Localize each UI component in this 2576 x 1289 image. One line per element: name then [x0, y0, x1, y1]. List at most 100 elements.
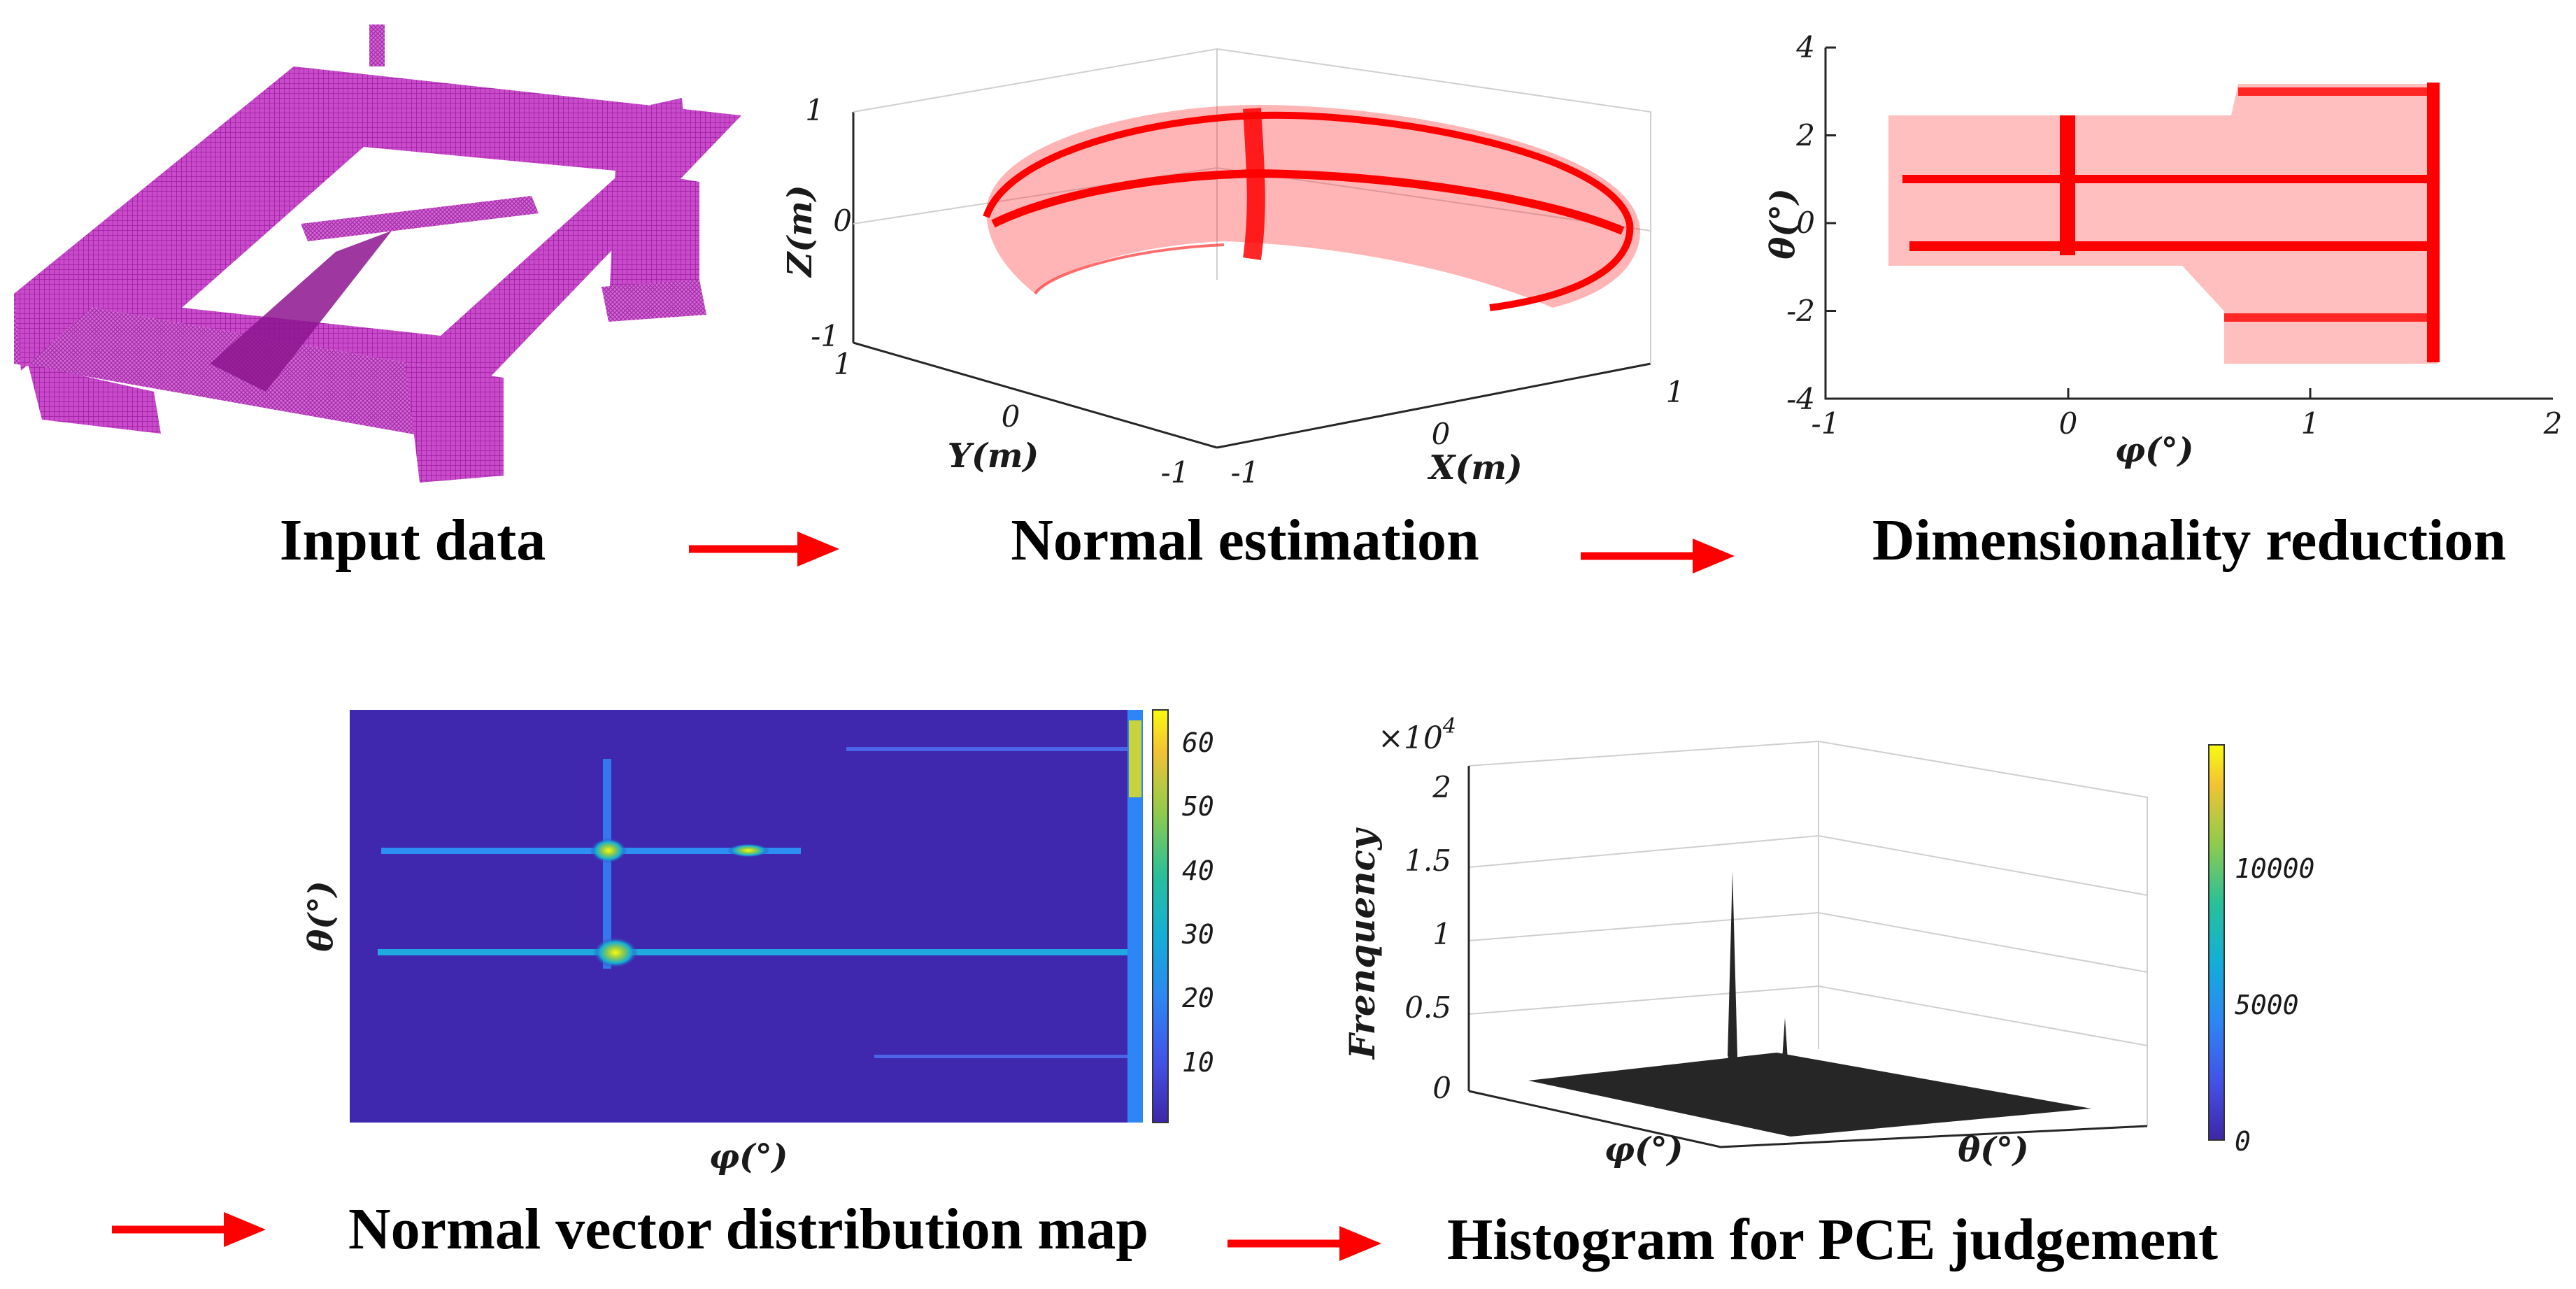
scatter-band-phi-edge	[2427, 83, 2440, 362]
scatter-y-tickmarks	[1826, 46, 1836, 312]
sphere-hemisphere-points	[986, 105, 1640, 308]
scatter-y-tick-2: 2	[1795, 118, 1815, 152]
arrow-1-to-2	[689, 532, 839, 567]
scatter-x-tick-0: 0	[2059, 406, 2078, 441]
model-leg-back-right-foot	[602, 280, 706, 322]
sphere-x-label: X(m)	[1427, 448, 1522, 487]
heatmap-streak-bottom	[874, 1055, 1140, 1058]
caption-histogram: Histogram for PCE judgement	[1447, 1207, 2218, 1272]
hist-floor-axes	[1468, 1090, 2148, 1148]
heatmap-hotspot-mid	[727, 843, 769, 857]
scatter-band-theta-top	[2238, 87, 2438, 96]
hist-scale-factor: ×104	[1378, 714, 1456, 756]
hist-peak-4	[1728, 1014, 1735, 1063]
heatmap-colorbar	[1152, 709, 1169, 1123]
sphere-mid-grid	[853, 166, 1651, 232]
caption-dimensionality-reduction: Dimensionality reduction	[1872, 508, 2506, 573]
distribution-heatmap: 60 50 40 30 20 10 θ(°) φ(°)	[301, 709, 1214, 1176]
arrow-3-to-4	[112, 1212, 266, 1247]
hist-z-tick-2: 2	[1432, 770, 1451, 804]
model-tower-right	[650, 98, 685, 140]
model-crossbar	[301, 196, 539, 241]
scatter-point-cloud	[1888, 84, 2438, 364]
sphere-x-tick-neg1: -1	[1231, 455, 1260, 490]
heatmap-x-label: φ(°)	[709, 1137, 788, 1176]
heatmap-streak-vertical	[603, 759, 611, 969]
caption-normal-estimation: Normal estimation	[1011, 508, 1479, 573]
hist-peak-3	[1782, 1018, 1788, 1060]
scatter-band-theta-bottom	[2224, 313, 2438, 322]
heatmap-cb-tick-20: 20	[1182, 983, 1214, 1013]
hist-x-label: φ(°)	[1604, 1130, 1684, 1169]
model-ramp	[210, 231, 392, 392]
heatmap-cb-tick-10: 10	[1182, 1047, 1214, 1078]
normal-estimation-plot: 1 0 -1 Z(m) 1 0 -1 Y(m) -1 0 1 X(m)	[781, 48, 1684, 490]
scatter-band-phi-zero	[2060, 115, 2075, 255]
scatter-y-tick-neg2: -2	[1786, 294, 1815, 328]
model-tower-left	[369, 24, 385, 66]
sphere-z-label: Z(m)	[781, 185, 820, 278]
hist-grid-0.5	[1468, 985, 2148, 1046]
caption-input-data: Input data	[280, 508, 546, 573]
scatter-x-tick-1: 1	[2301, 406, 2320, 441]
input-point-cloud-model	[14, 24, 741, 483]
heatmap-cb-tick-30: 30	[1181, 919, 1214, 950]
pce-histogram: ×104 2 1.5 1 0.5 0 Frenquency φ(°) θ(°) …	[1342, 714, 2314, 1169]
sphere-lower-edge	[1034, 243, 1225, 295]
sphere-rim-arc	[983, 111, 1634, 311]
arrow-2-to-3	[1581, 539, 1735, 574]
sphere-z-tick-1: 1	[805, 93, 824, 127]
sphere-y-tick-0: 0	[1002, 399, 1020, 434]
model-leg-back-right	[609, 168, 699, 315]
model-leg-front-left	[28, 364, 161, 434]
hist-z-tick-1: 1	[1432, 917, 1451, 951]
hist-grid-1.5	[1468, 834, 2148, 896]
scatter-x-label: φ(°)	[2115, 431, 2194, 470]
scatter-band-theta-low	[1909, 241, 2438, 251]
sphere-y-label: Y(m)	[948, 436, 1039, 476]
scatter-x-tickmarks	[2067, 388, 2312, 399]
scatter-x-tick-neg1: -1	[1812, 406, 1840, 441]
hist-scale-exp: 4	[1442, 714, 1456, 739]
heatmap-y-label: θ(°)	[301, 881, 341, 951]
hist-colorbar	[2208, 744, 2225, 1141]
heatmap-streak-lower	[378, 949, 1140, 955]
hist-z-label: Frenquency	[1342, 827, 1383, 1060]
model-frame-hole	[182, 147, 622, 336]
heatmap-cb-tick-40: 40	[1182, 855, 1214, 886]
model-leg-front-right	[406, 364, 504, 483]
sphere-x-tick-0: 0	[1432, 417, 1451, 451]
sphere-floor-edges	[853, 342, 1651, 449]
scatter-y-tick-4: 4	[1795, 30, 1815, 64]
sphere-meridian-band	[1243, 108, 1265, 260]
dimensionality-reduction-plot: 4 2 0 -2 -4 θ(°) -1 0 1 2 φ(°)	[1763, 30, 2562, 470]
hist-z-tick-0: 0	[1432, 1071, 1451, 1105]
heatmap-field	[350, 710, 1147, 1123]
heatmap-edge-hot	[1129, 720, 1141, 797]
sphere-back-edges	[853, 48, 1651, 364]
scatter-x-tick-2: 2	[2543, 406, 2563, 441]
scatter-y-tick-neg4: -4	[1786, 382, 1815, 416]
hist-cb-tick-5000: 5000	[2235, 990, 2299, 1020]
hist-back-edges	[1468, 740, 2148, 1126]
heatmap-cb-tick-50: 50	[1182, 791, 1214, 822]
hist-scale-base: ×10	[1378, 720, 1443, 756]
heatmap-cb-tick-60: 60	[1182, 727, 1214, 758]
hist-cb-tick-10000: 10000	[2235, 853, 2314, 884]
hist-grid-1	[1468, 911, 2148, 973]
sphere-x-axis	[1216, 362, 1651, 449]
scatter-y-tick-0: 0	[1796, 206, 1815, 240]
sphere-z-tick-neg1: -1	[811, 319, 839, 353]
hist-z-tick-1.5: 1.5	[1404, 843, 1451, 878]
hist-surface	[1528, 1053, 2091, 1137]
hist-z-tick-0.5: 0.5	[1404, 990, 1451, 1025]
sphere-y-tick-1: 1	[834, 347, 853, 381]
heatmap-streak-top	[846, 747, 1133, 751]
heatmap-edge-band	[1127, 710, 1143, 1123]
heatmap-hotspot-upper	[590, 838, 627, 863]
arrow-4-to-5	[1227, 1226, 1381, 1261]
hist-y-label: θ(°)	[1958, 1130, 2028, 1169]
heatmap-hotspot-lower	[593, 937, 638, 968]
sphere-equator-band	[991, 169, 1625, 235]
